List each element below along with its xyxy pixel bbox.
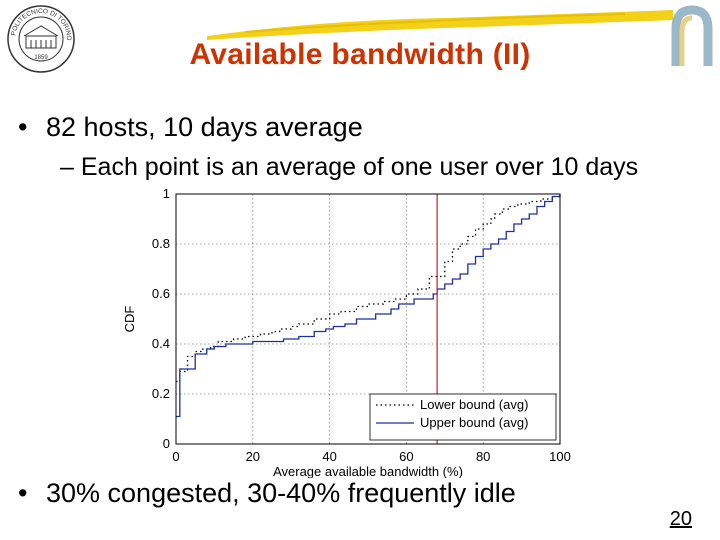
axes [175,193,561,445]
legend-label: Lower bound (avg) [420,397,528,412]
corner-mark-icon [671,5,713,66]
legend-label: Upper bound (avg) [420,415,528,430]
y-tick-label: 0 [163,436,170,451]
plot-frame [175,193,561,445]
slide-title: Available bandwidth (II) [189,38,531,71]
x-axis-label: Average available bandwidth (%) [273,464,463,478]
sub-bullet-item: – Each point is an average of one user o… [60,153,638,182]
bullet-glyph: • [18,478,28,508]
university-seal-logo: POLITECNICO DI TORINO 1859 [7,5,75,73]
sub-bullet-text: Each point is an average of one user ove… [80,153,639,181]
series-layer [176,194,561,418]
x-tick-label: 60 [399,449,413,464]
x-tick-label: 100 [549,449,571,464]
dash-glyph: – [60,153,74,181]
seal-year: 1859 [34,55,48,61]
tick-labels: 0 20 40 60 80 100 0 0.2 0.4 0.6 0.8 1 [152,186,571,464]
chart-legend: Lower bound (avg) Upper bound (avg) [369,393,557,441]
bullet-glyph: • [18,112,28,142]
bullet-text: 82 hosts, 10 days average [46,112,363,142]
y-tick-label: 0.8 [152,236,170,251]
x-tick-label: 40 [322,449,336,464]
y-tick-label: 0.2 [152,386,170,401]
series-line-upper-bound [176,194,561,418]
page-number: 20 [669,508,692,530]
y-tick-label: 0.6 [152,286,170,301]
bullet-text: 30% congested, 30-40% frequently idle [46,478,516,508]
bullet-item: • 30% congested, 30-40% frequently idle [18,478,516,509]
x-tick-label: 0 [172,449,179,464]
series-line-lower-bound [176,194,561,383]
building-icon [23,25,59,49]
cdf-chart: 0 20 40 60 80 100 0 0.2 0.4 0.6 0.8 1 Average avail… [122,186,571,478]
yellow-brush-stroke [207,10,673,40]
legend-box [369,393,557,441]
x-tick-label: 80 [476,449,490,464]
y-axis-label: CDF [122,306,137,333]
bullet-item: • 82 hosts, 10 days average [18,112,363,143]
x-tick-label: 20 [246,449,260,464]
y-tick-label: 1 [163,186,170,201]
y-tick-label: 0.4 [152,336,170,351]
